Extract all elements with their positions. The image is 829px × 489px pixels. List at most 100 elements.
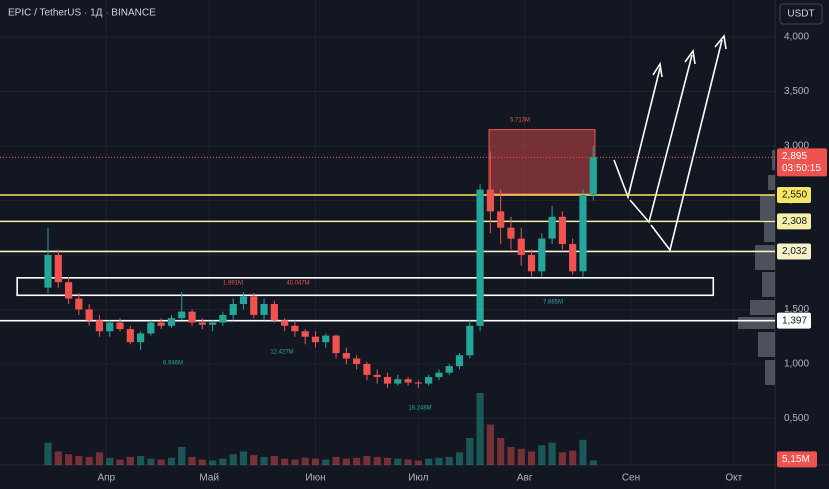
volume-bar	[229, 454, 237, 465]
volume-bar	[435, 457, 443, 465]
candle-body	[342, 353, 350, 359]
volume-bar	[281, 458, 289, 465]
candle-body	[126, 329, 134, 343]
level-label: 2,308	[782, 216, 807, 227]
volume-bar	[311, 458, 320, 465]
candle-body	[425, 377, 433, 384]
candle-body	[414, 382, 422, 384]
y-tick-label: 4,000	[784, 32, 809, 43]
candle-body	[106, 322, 114, 332]
volume-bar	[291, 459, 299, 465]
volume-bar	[126, 456, 134, 465]
volume-bar	[64, 454, 73, 465]
volume-bar	[167, 457, 176, 465]
candle-body	[229, 304, 237, 315]
candle-body	[486, 189, 494, 212]
volume-bar	[373, 456, 381, 465]
volume-label-bg	[777, 451, 817, 468]
candle-body	[95, 320, 104, 332]
volume-bar	[106, 457, 114, 465]
volume-bar	[239, 451, 248, 465]
candle-body	[136, 333, 145, 343]
x-tick-label: Июл	[408, 473, 428, 484]
candle-body	[291, 325, 299, 332]
candle-body	[85, 309, 93, 321]
level-label: 1,397	[782, 315, 807, 326]
candle-body	[445, 366, 453, 373]
volume-bar	[497, 438, 505, 465]
volume-bar	[188, 456, 196, 465]
volume-bar	[579, 439, 587, 465]
volume-bar	[95, 452, 104, 465]
candle-body	[558, 216, 566, 245]
candle-body	[260, 304, 268, 315]
price-label: 2,895	[782, 151, 807, 162]
candle-body	[394, 379, 402, 384]
x-tick-label: Окт	[725, 473, 742, 484]
candle-body	[167, 318, 176, 326]
volume-bar	[476, 393, 484, 465]
annotation: 12.427M	[270, 350, 293, 356]
candle-body	[209, 322, 217, 325]
candle-body	[579, 195, 587, 272]
volume-bar	[445, 456, 453, 465]
volume-bar	[538, 445, 546, 465]
candle-body	[569, 244, 577, 272]
candle-body	[54, 254, 62, 283]
level-label-bg	[777, 213, 811, 230]
candle-body	[239, 296, 248, 305]
candle-body	[270, 304, 278, 321]
candle-body	[116, 322, 124, 330]
candle-body	[178, 311, 186, 319]
candle-body	[188, 311, 196, 323]
x-tick-label: Авг	[517, 473, 533, 484]
volume-bar	[85, 456, 93, 465]
y-tick-label: 1,500	[784, 304, 809, 315]
candle-body	[64, 282, 73, 299]
candle-body	[497, 211, 505, 228]
zone	[488, 129, 596, 195]
countdown: 03:50:15	[782, 163, 821, 174]
zone	[16, 277, 715, 297]
candle-body	[507, 227, 515, 239]
level-label-bg	[777, 243, 811, 260]
currency[interactable]: USDT	[787, 9, 814, 20]
y-tick-label: 3,000	[784, 141, 809, 152]
annotation: 5.713M	[510, 118, 530, 124]
currency-button[interactable]	[779, 3, 823, 25]
volume-bar	[548, 442, 556, 465]
volume-bar	[44, 442, 52, 465]
price-label-bg	[777, 148, 827, 177]
volume-bar	[322, 459, 330, 465]
y-tick-label: 1,000	[784, 359, 809, 370]
volume-bar	[147, 458, 155, 465]
volume-bar	[404, 459, 412, 465]
candle-body	[250, 296, 258, 315]
volume-bar	[116, 459, 124, 465]
candle-body	[527, 254, 536, 272]
level-label-bg	[777, 187, 811, 204]
candle-body	[322, 335, 330, 343]
chart-title: EPIC / TetherUS · 1Д · BINANCE	[8, 8, 156, 19]
candle-body	[44, 254, 52, 288]
x-tick-label: Июн	[305, 473, 325, 484]
y-tick-label: 3,500	[784, 86, 809, 97]
volume-bar	[486, 424, 494, 465]
level-label: 2,550	[782, 190, 807, 201]
annotation: 40.047M	[286, 281, 309, 287]
volume-bar	[270, 456, 278, 465]
volume-bar	[466, 438, 474, 465]
volume-bar	[178, 447, 186, 465]
candle-body	[476, 189, 484, 326]
volume-label: 5,15M	[782, 454, 810, 465]
candle-body	[157, 322, 165, 326]
x-tick-label: Апр	[97, 473, 115, 484]
x-tick-label: Май	[199, 473, 219, 484]
candle-body	[75, 298, 83, 310]
annotation: 18.248M	[408, 406, 431, 412]
candle-body	[435, 372, 443, 378]
annotation: 6.946M	[163, 361, 183, 367]
volume-bar	[363, 456, 371, 465]
